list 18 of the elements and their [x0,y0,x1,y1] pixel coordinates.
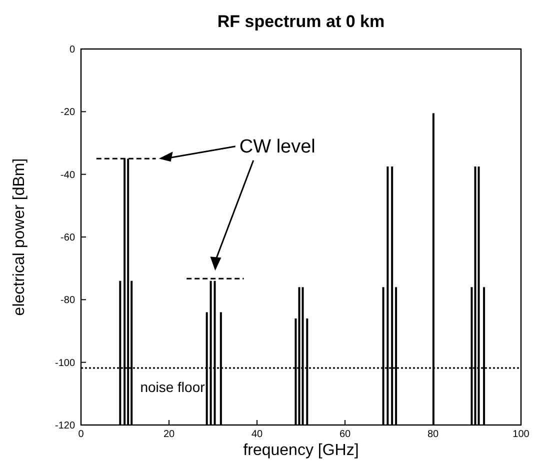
y-tick-label: -100 [54,358,76,369]
y-tick-label: -120 [54,420,76,432]
y-tick-label: -60 [60,232,76,244]
x-tick-label: 80 [427,429,439,440]
y-axis-title: electrical power [dBm] [11,158,28,316]
chart-title: RF spectrum at 0 km [217,12,385,31]
y-tick-label: -80 [60,295,76,306]
x-tick-label: 20 [163,429,175,440]
y-tick-label: 0 [69,44,76,56]
y-tick-label: -20 [60,107,76,118]
annotation: CW level [239,136,316,158]
x-axis-title: frequency [GHz] [243,442,359,459]
x-tick-label: 100 [512,429,530,440]
x-tick-label: 60 [339,429,351,440]
y-tick-label: -40 [60,170,76,181]
x-tick-label: 0 [78,429,84,440]
ref-line-label: noise floor [140,378,206,395]
x-tick-label: 40 [251,429,263,440]
